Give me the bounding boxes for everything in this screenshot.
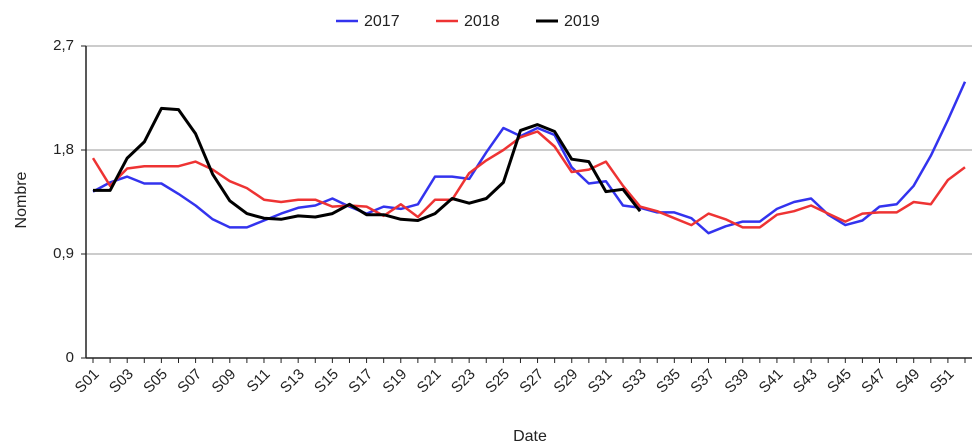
x-tick-label: S45 bbox=[824, 366, 855, 397]
x-tick-label: S35 bbox=[653, 366, 684, 397]
x-tick-label: S13 bbox=[277, 366, 308, 397]
x-tick-label: S25 bbox=[482, 366, 513, 397]
x-tick-label: S27 bbox=[516, 366, 547, 397]
x-tick-label: S11 bbox=[244, 366, 274, 396]
x-tick-label: S47 bbox=[858, 366, 889, 397]
x-tick-label: S49 bbox=[892, 366, 923, 397]
legend-label: 2018 bbox=[464, 13, 500, 30]
y-tick-label: 2,7 bbox=[53, 37, 74, 54]
x-tick-label: S15 bbox=[311, 366, 342, 397]
x-tick-label: S03 bbox=[106, 366, 137, 397]
x-tick-label: S01 bbox=[72, 366, 103, 397]
line-series bbox=[92, 81, 967, 235]
y-tick-label: 1,8 bbox=[53, 141, 74, 158]
y-tick-label: 0 bbox=[66, 349, 74, 366]
x-tick-label: S21 bbox=[414, 366, 445, 397]
x-tick-label: S17 bbox=[345, 366, 376, 397]
x-tick-label: S41 bbox=[756, 366, 787, 397]
x-tick-label: S37 bbox=[687, 366, 718, 397]
legend-label: 2019 bbox=[564, 13, 600, 30]
x-tick-label: S43 bbox=[790, 366, 821, 397]
x-tick-label: S39 bbox=[721, 366, 752, 397]
x-tick-label: S19 bbox=[379, 366, 410, 397]
x-tick-label: S05 bbox=[140, 366, 171, 397]
x-tick-label: S31 bbox=[585, 366, 616, 397]
x-tick-label: S07 bbox=[174, 366, 205, 397]
x-tick-label: S29 bbox=[550, 366, 581, 397]
line-series bbox=[93, 106, 642, 222]
y-tick-label: 0,9 bbox=[53, 245, 74, 262]
line-series bbox=[91, 130, 966, 229]
x-axis-title: Date bbox=[513, 428, 547, 445]
legend-label: 2017 bbox=[364, 13, 400, 30]
x-tick-label: S23 bbox=[448, 366, 479, 397]
x-tick-label: S51 bbox=[927, 366, 958, 397]
x-tick-label: S33 bbox=[619, 366, 650, 397]
x-tick-label: S09 bbox=[209, 366, 240, 397]
y-axis-title: Nombre bbox=[13, 171, 30, 228]
